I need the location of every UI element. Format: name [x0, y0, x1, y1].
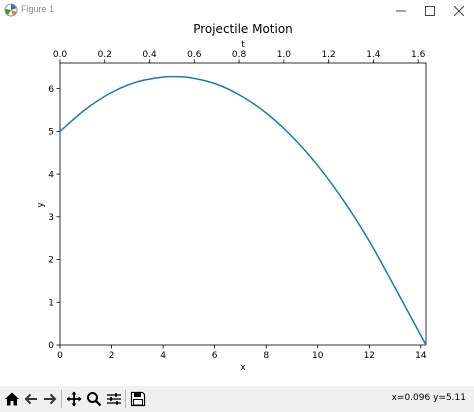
x-tick-label: 0 [57, 351, 63, 361]
x-tick-label: 10 [312, 351, 324, 361]
chart-title: Projectile Motion [193, 22, 293, 36]
trajectory-line [59, 75, 427, 346]
zoom-button[interactable] [84, 389, 103, 408]
y-tick-label: 0 [48, 341, 54, 351]
secondary-x-tick-label: 1.0 [277, 50, 292, 60]
close-button[interactable] [445, 0, 473, 22]
x-tick-label: 2 [109, 351, 115, 361]
pan-button[interactable] [64, 389, 83, 408]
navigation-toolbar: x=0.096 y=5.11 [0, 386, 474, 412]
back-button[interactable] [21, 389, 40, 408]
forward-button[interactable] [40, 389, 59, 408]
save-button[interactable] [128, 389, 147, 408]
y-tick-label: 2 [48, 256, 54, 266]
configure-subplots-icon [106, 392, 121, 405]
x-tick-label: 4 [160, 351, 166, 361]
minimize-icon [396, 10, 406, 12]
figure-canvas[interactable]: Projectile Motion t x y 0 2 4 6 8 10 12 14 0 1 2 3 4… [0, 22, 474, 386]
x-axis-label: x [240, 363, 246, 373]
y-tick-label: 5 [48, 128, 54, 138]
secondary-x-tick-label: 1.2 [321, 50, 335, 60]
maximize-icon [425, 6, 435, 16]
x-tick-label: 12 [364, 351, 375, 361]
y-tick-label: 1 [48, 298, 54, 308]
secondary-x-axis-label: t [241, 40, 245, 50]
projectile-chart: Projectile Motion t x y 0 2 4 6 8 10 12 1401234… [36, 22, 427, 373]
secondary-x-tick-label: 1.6 [411, 50, 426, 60]
configure-subplots-button[interactable] [104, 389, 123, 408]
y-tick-label: 3 [48, 213, 54, 223]
secondary-x-tick-label: 0.6 [187, 50, 202, 60]
y-axis-label: y [36, 202, 46, 208]
maximize-button[interactable] [416, 0, 444, 22]
pan-move-icon [66, 391, 81, 406]
toolbar-separator [125, 390, 126, 408]
x-tick-label: 8 [263, 351, 269, 361]
y-tick-label: 4 [48, 170, 54, 180]
secondary-x-tick-label: 0.2 [98, 50, 112, 60]
window-title: Figure 1 [21, 4, 55, 14]
x-tick-label: 14 [415, 351, 427, 361]
minimize-button[interactable] [387, 0, 415, 22]
toolbar-separator [61, 390, 62, 408]
plot-frame [59, 62, 427, 346]
forward-arrow-icon [43, 393, 56, 404]
secondary-x-tick-label: 0.0 [53, 50, 68, 60]
back-arrow-icon [24, 393, 37, 404]
zoom-magnifier-icon [86, 391, 101, 406]
window-titlebar: Figure 1 [0, 0, 474, 22]
secondary-x-tick-label: 1.4 [366, 50, 381, 60]
home-button[interactable] [2, 389, 21, 408]
coordinate-readout: x=0.096 y=5.11 [391, 393, 466, 403]
secondary-x-tick-label: 0.4 [142, 50, 157, 60]
x-tick-label: 6 [212, 351, 218, 361]
save-floppy-icon [130, 391, 145, 406]
matplotlib-figure-icon [4, 3, 18, 17]
secondary-x-tick-label: 0.8 [232, 50, 247, 60]
y-tick-label: 6 [48, 85, 54, 95]
home-icon [4, 392, 19, 405]
close-icon [454, 6, 464, 16]
